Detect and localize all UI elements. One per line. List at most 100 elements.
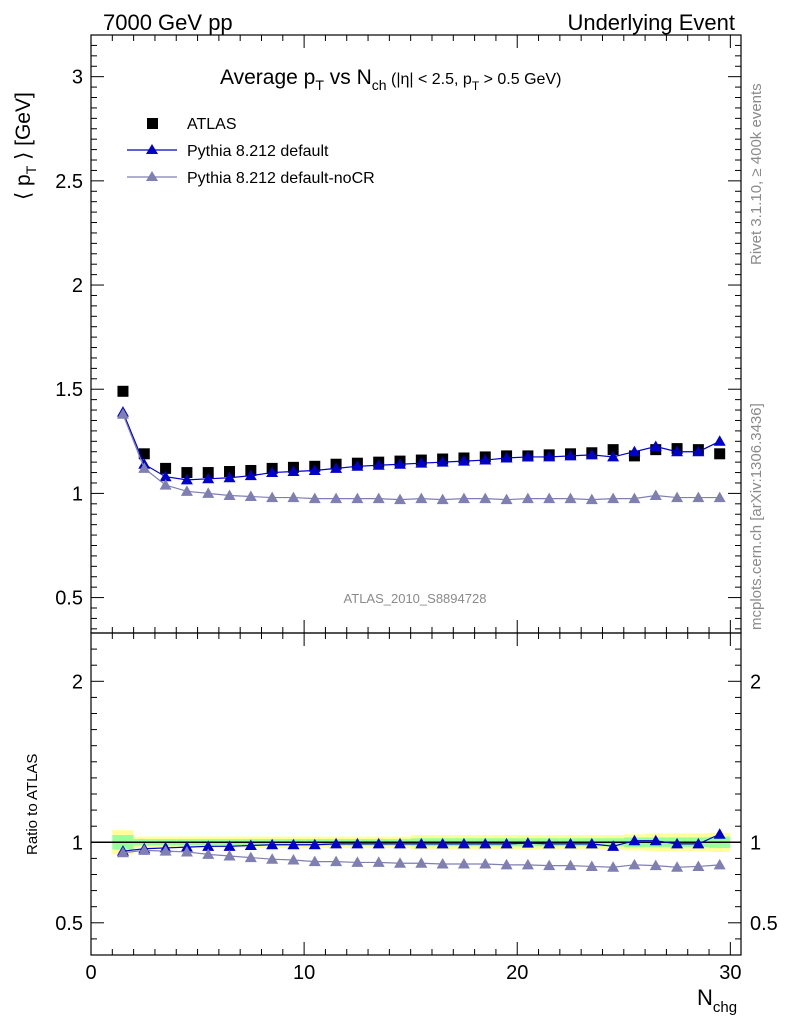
- x-axis-label: Nchg: [697, 985, 737, 1016]
- ratio-point-pythia-8-212-default: [372, 837, 385, 849]
- ratio-point-pythia-8-212-default: [500, 837, 513, 849]
- main-point-pythia-8-212-default-nocr: [607, 492, 620, 504]
- ratio-point-pythia-8-212-default: [223, 840, 236, 851]
- ratio-axis-ticks: 0.5 0.51 12 20 10 20 30: [55, 633, 778, 984]
- ratio-point-pythia-8-212-default: [713, 828, 726, 839]
- ratio-point-pythia-8-212-default-nocr: [607, 861, 620, 872]
- legend-default-label: Pythia 8.212 default: [187, 143, 329, 160]
- ratio-point-pythia-8-212-default: [649, 834, 662, 846]
- main-point-pythia-8-212-default-nocr: [244, 490, 257, 502]
- main-point-pythia-8-212-default: [202, 472, 215, 484]
- ratio-point-pythia-8-212-default-nocr: [500, 858, 513, 870]
- main-point-pythia-8-212-default-nocr: [564, 492, 577, 504]
- ratio-point-pythia-8-212-default-nocr: [266, 853, 279, 864]
- main-point-pythia-8-212-default-nocr: [436, 493, 449, 505]
- ratio-point-pythia-8-212-default: [266, 838, 279, 850]
- ratio-point-pythia-8-212-default-nocr: [479, 858, 492, 869]
- ratio-point-pythia-8-212-default: [564, 837, 577, 849]
- main-y-tick-label: 1.5: [55, 379, 83, 401]
- ratio-point-pythia-8-212-default-nocr: [543, 859, 556, 871]
- ratio-point-pythia-8-212-default: [202, 840, 215, 851]
- legend-atlas-label: ATLAS: [187, 116, 237, 133]
- main-point-pythia-8-212-default-nocr: [202, 487, 215, 498]
- main-point-pythia-8-212-default: [479, 454, 492, 465]
- ratio-point-pythia-8-212-default-nocr: [308, 855, 321, 867]
- main-point-pythia-8-212-default: [521, 450, 534, 462]
- ratio-point-pythia-8-212-default-nocr: [521, 858, 534, 870]
- main-series-layer: [116, 385, 726, 505]
- ratio-point-pythia-8-212-default: [543, 837, 556, 849]
- main-point-atlas: [202, 467, 214, 479]
- ratio-point-pythia-8-212-default: [457, 837, 470, 849]
- ratio-y-tick-label-right: 1: [750, 832, 761, 854]
- ratio-point-pythia-8-212-default-nocr: [287, 854, 300, 865]
- x-tick-label: 0: [85, 962, 96, 984]
- ratio-point-pythia-8-212-default-nocr: [671, 861, 684, 872]
- main-y-axis-label: ⟨ pT ⟩ [GeV]: [12, 92, 39, 200]
- ratio-point-pythia-8-212-default: [671, 837, 684, 849]
- ratio-y-tick-label-left: 1: [72, 832, 83, 854]
- main-point-pythia-8-212-default-nocr: [671, 491, 684, 503]
- ratio-point-pythia-8-212-default-nocr: [180, 845, 193, 857]
- main-point-pythia-8-212-default: [649, 440, 662, 452]
- header-left: 7000 GeV pp: [103, 10, 233, 35]
- ratio-point-pythia-8-212-default-nocr: [159, 845, 172, 856]
- legend-nocr-label: Pythia 8.212 default-noCR: [187, 170, 375, 187]
- main-point-pythia-8-212-default-nocr: [116, 408, 129, 419]
- main-point-pythia-8-212-default-nocr: [479, 492, 492, 504]
- ratio-y-tick-label-left: 2: [72, 671, 83, 693]
- main-point-pythia-8-212-default: [500, 451, 513, 463]
- main-point-pythia-8-212-default: [159, 470, 172, 482]
- ratio-point-pythia-8-212-default: [628, 834, 641, 846]
- main-point-pythia-8-212-default: [692, 445, 705, 457]
- ratio-point-pythia-8-212-default-nocr: [415, 857, 428, 868]
- ratio-y-tick-label-right: 2: [750, 671, 761, 693]
- analysis-watermark: ATLAS_2010_S8894728: [344, 591, 487, 606]
- rivet-label: Rivet 3.1.10, ≥ 400k events: [748, 83, 765, 265]
- main-point-pythia-8-212-default: [607, 450, 620, 462]
- main-point-pythia-8-212-default: [372, 459, 385, 470]
- ratio-point-pythia-8-212-default-nocr: [564, 859, 577, 871]
- main-y-tick-label: 2.5: [55, 171, 83, 193]
- ratio-point-pythia-8-212-default-nocr: [457, 858, 470, 869]
- main-point-pythia-8-212-default: [244, 469, 257, 481]
- main-point-pythia-8-212-default: [223, 471, 236, 483]
- main-point-pythia-8-212-default-nocr: [308, 492, 321, 504]
- main-point-pythia-8-212-default: [287, 465, 300, 477]
- ratio-point-pythia-8-212-default-nocr: [116, 846, 129, 858]
- main-y-tick-label: 1: [72, 483, 83, 505]
- main-point-pythia-8-212-default-nocr: [138, 462, 151, 473]
- x-tick-label: 10: [293, 962, 315, 984]
- ratio-y-tick-label-left: 0.5: [55, 913, 83, 935]
- main-point-pythia-8-212-default-nocr: [266, 491, 279, 503]
- main-point-pythia-8-212-default: [564, 449, 577, 461]
- ratio-point-pythia-8-212-default-nocr: [713, 858, 726, 870]
- legend: ATLAS Pythia 8.212 default Pythia 8.212 …: [127, 116, 375, 187]
- main-point-pythia-8-212-default-nocr: [394, 493, 407, 505]
- ratio-point-pythia-8-212-default-nocr: [202, 848, 215, 859]
- ratio-point-pythia-8-212-default: [351, 837, 364, 849]
- main-point-pythia-8-212-default: [457, 455, 470, 466]
- header-right: Underlying Event: [567, 10, 735, 35]
- main-point-pythia-8-212-default-nocr: [457, 492, 470, 504]
- mcplots-label: mcplots.cern.ch [arXiv:1306.3436]: [748, 403, 765, 630]
- main-point-pythia-8-212-default: [266, 466, 279, 478]
- ratio-point-pythia-8-212-default-nocr: [436, 858, 449, 869]
- main-point-pythia-8-212-default: [415, 457, 428, 468]
- main-point-pythia-8-212-default: [628, 445, 641, 457]
- ratio-plot-frame: [90, 632, 742, 956]
- main-point-pythia-8-212-default-nocr: [543, 492, 556, 504]
- ratio-point-pythia-8-212-default-nocr: [372, 856, 385, 867]
- ratio-point-pythia-8-212-default: [585, 837, 598, 849]
- main-point-atlas: [607, 444, 619, 456]
- main-axis-ticks: 0.5 1 1.5 2 2.5 3: [55, 34, 741, 633]
- main-point-pythia-8-212-default-nocr: [649, 489, 662, 500]
- ratio-point-pythia-8-212-default-nocr: [244, 851, 257, 863]
- ratio-y-tick-label-right: 0.5: [750, 913, 778, 935]
- ratio-point-pythia-8-212-default: [287, 838, 300, 850]
- ratio-point-pythia-8-212-default-nocr: [223, 849, 236, 861]
- main-point-pythia-8-212-default-nocr: [628, 492, 641, 504]
- main-point-pythia-8-212-default-nocr: [351, 492, 364, 504]
- ratio-point-pythia-8-212-default-nocr: [330, 855, 343, 867]
- main-point-pythia-8-212-default: [713, 435, 726, 446]
